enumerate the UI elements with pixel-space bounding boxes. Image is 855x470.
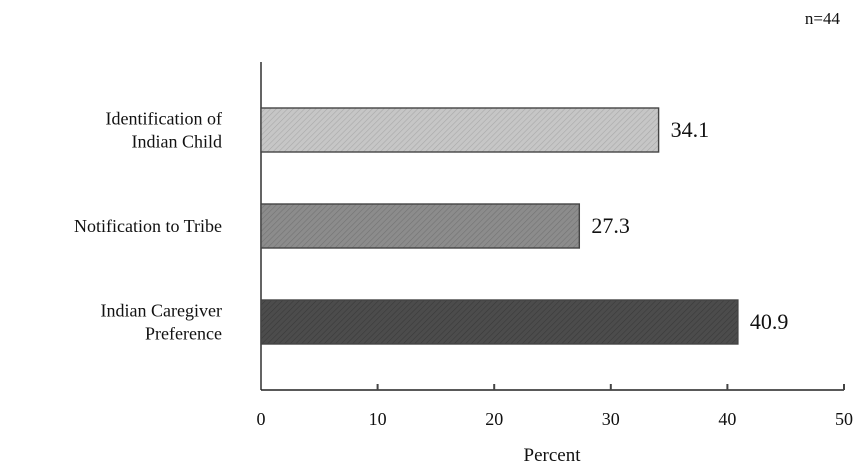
category-labels: Identification of Indian Child Notificatio… (74, 109, 222, 344)
x-tick-label: 30 (602, 409, 620, 429)
data-label: 40.9 (750, 309, 789, 334)
bar (260, 299, 739, 345)
sample-size-annotation: n=44 (805, 9, 841, 28)
value-labels: 34.1 27.3 40.9 (591, 117, 788, 334)
category-label: Indian Caregiver Preference (101, 301, 222, 344)
x-tick-label: 10 (369, 409, 387, 429)
x-axis-title: Percent (524, 445, 582, 466)
bar (260, 107, 660, 153)
x-tick-label: 50 (835, 409, 853, 429)
x-tick-label: 40 (718, 409, 736, 429)
x-tick-labels: 0 10 20 30 40 50 (257, 409, 854, 429)
bars (260, 107, 739, 345)
data-label: 27.3 (591, 213, 630, 238)
x-ticks (376, 384, 845, 390)
category-label: Identification of Indian Child (106, 109, 222, 152)
bar (260, 203, 581, 249)
x-tick-label: 0 (257, 409, 266, 429)
data-label: 34.1 (671, 117, 710, 142)
category-label: Notification to Tribe (74, 216, 222, 236)
x-tick-label: 20 (485, 409, 503, 429)
